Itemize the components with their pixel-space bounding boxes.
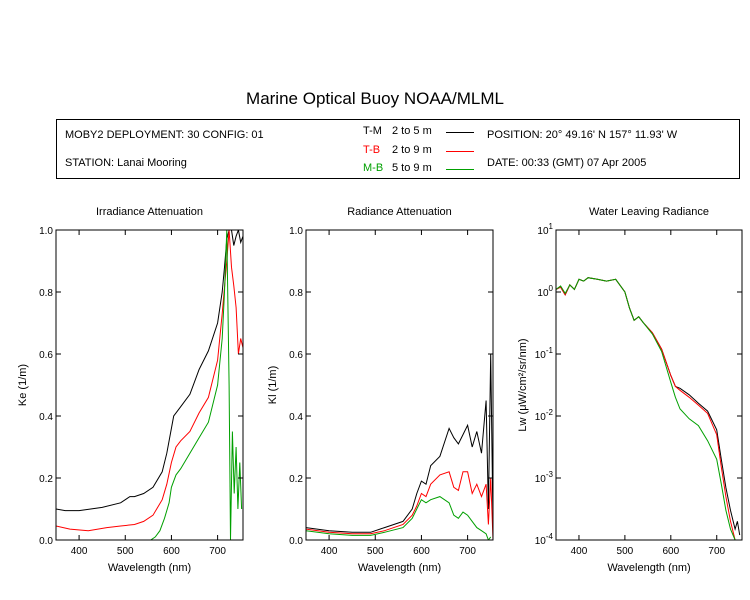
- legend-swatch-tm: [446, 132, 474, 133]
- plot-frame: [555, 229, 743, 541]
- y-tick-label: 0.8: [289, 288, 303, 299]
- legend-range-mb: 5 to 9 m: [392, 162, 432, 174]
- legend-range-tb: 2 to 9 m: [392, 144, 432, 156]
- y-tick-label: 1.0: [39, 226, 53, 237]
- y-tick-label: 10-4: [535, 532, 554, 547]
- y-axis-label: Kl (1/m): [267, 366, 279, 405]
- y-tick-label: 0.4: [39, 412, 53, 423]
- x-tick-label: 600: [413, 546, 430, 557]
- x-tick-label: 700: [459, 546, 476, 557]
- y-tick-label: 0.0: [39, 536, 53, 547]
- x-axis-label: Wavelength (nm): [108, 562, 191, 574]
- x-tick-label: 500: [117, 546, 134, 557]
- x-tick-label: 600: [163, 546, 180, 557]
- series-line-t-m: [556, 277, 741, 536]
- legend-code-tm: T-M: [363, 125, 382, 137]
- y-tick-label: 1.0: [289, 226, 303, 237]
- series-line-t-b: [556, 277, 736, 540]
- legend-range-tm: 2 to 5 m: [392, 125, 432, 137]
- y-tick-label: 0.4: [289, 412, 303, 423]
- y-axis-label: Ke (1/m): [17, 364, 29, 406]
- x-tick-label: 400: [321, 546, 338, 557]
- legend-swatch-mb: [446, 169, 474, 170]
- deployment-label: MOBY2 DEPLOYMENT: 30 CONFIG: 01: [65, 129, 264, 141]
- x-tick-label: 400: [571, 546, 588, 557]
- x-axis-label: Wavelength (nm): [607, 562, 690, 574]
- series-line-m-b: [306, 496, 492, 540]
- y-axis-label: Lw (μW/cm²/sr/nm): [517, 338, 529, 431]
- chart-irradiance-attenuation: Irradiance Attenuation 400 500 600 700 0.0 0.2…: [17, 206, 244, 574]
- chart-title: Water Leaving Radiance: [589, 206, 709, 218]
- y-tick-label: 0.0: [289, 536, 303, 547]
- series-line-t-b: [306, 471, 493, 540]
- plot-frame: [55, 229, 244, 541]
- station-label: STATION: Lanai Mooring: [65, 157, 187, 169]
- y-tick-label: 10-1: [535, 346, 554, 361]
- chart-radiance-attenuation: Radiance Attenuation 400 500 600 700 0.0 0.2 0.…: [267, 206, 494, 574]
- y-tick-label: 0.2: [289, 474, 303, 485]
- series-line-t-m: [56, 230, 243, 512]
- info-panel: MOBY2 DEPLOYMENT: 30 CONFIG: 01 STATION:…: [56, 119, 740, 179]
- chart-title: Irradiance Attenuation: [96, 206, 203, 218]
- plot-frame: [305, 229, 494, 541]
- chart-water-leaving-radiance: Water Leaving Radiance 400 500 600 700 10-4 10…: [517, 206, 743, 574]
- y-tick-label: 0.8: [39, 288, 53, 299]
- y-tick-label: 0.6: [39, 350, 53, 361]
- x-tick-label: 500: [617, 546, 634, 557]
- chart-title: Radiance Attenuation: [347, 206, 452, 218]
- page-title: Marine Optical Buoy NOAA/MLML: [246, 89, 504, 108]
- x-tick-label: 700: [209, 546, 226, 557]
- series-line-t-m: [306, 353, 493, 533]
- x-tick-label: 700: [708, 546, 725, 557]
- x-tick-label: 600: [662, 546, 679, 557]
- date-label: DATE: 00:33 (GMT) 07 Apr 2005: [487, 157, 647, 169]
- y-tick-label: 100: [537, 284, 553, 299]
- x-axis-label: Wavelength (nm): [358, 562, 441, 574]
- legend-swatch-tb: [446, 151, 474, 152]
- x-tick-label: 500: [367, 546, 384, 557]
- series-line-t-b: [56, 230, 243, 532]
- y-tick-label: 10-2: [535, 408, 554, 423]
- y-tick-label: 10-3: [535, 470, 554, 485]
- legend-code-mb: M-B: [363, 162, 384, 174]
- y-tick-label: 101: [537, 222, 553, 237]
- y-tick-label: 0.2: [39, 474, 53, 485]
- series-line-m-b: [150, 230, 243, 540]
- position-label: POSITION: 20° 49.16' N 157° 11.93' W: [487, 129, 678, 141]
- y-tick-label: 0.6: [289, 350, 303, 361]
- series-line-m-b: [556, 277, 736, 540]
- x-tick-label: 400: [71, 546, 88, 557]
- legend-code-tb: T-B: [363, 144, 381, 156]
